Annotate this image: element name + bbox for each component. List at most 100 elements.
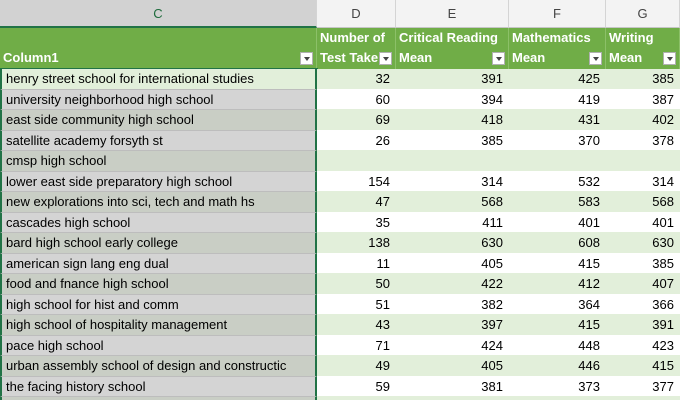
value-cell[interactable]: 411 <box>396 212 509 233</box>
school-name-cell[interactable]: cmsp high school <box>0 151 317 172</box>
value-cell[interactable]: 35 <box>317 212 396 233</box>
value-cell[interactable]: 415 <box>509 315 606 336</box>
value-cell[interactable]: 314 <box>606 171 680 192</box>
column-letter[interactable]: E <box>396 0 509 28</box>
column-header: Mathematics Mean <box>509 28 606 69</box>
school-name-cell[interactable]: urban assembly school of design and cons… <box>0 356 317 377</box>
value-cell[interactable]: 446 <box>509 356 606 377</box>
school-name-cell[interactable]: new explorations into sci, tech and math… <box>0 192 317 213</box>
value-cell[interactable]: 138 <box>317 233 396 254</box>
filter-button[interactable] <box>300 52 313 65</box>
empty-cell[interactable] <box>317 397 396 400</box>
header-text: Test Take <box>320 50 379 65</box>
value-cell[interactable]: 422 <box>396 274 509 295</box>
value-cell[interactable]: 418 <box>396 110 509 131</box>
value-cell[interactable]: 370 <box>509 130 606 151</box>
value-cell[interactable]: 568 <box>606 192 680 213</box>
value-cell[interactable]: 51 <box>317 294 396 315</box>
value-cell[interactable]: 431 <box>509 110 606 131</box>
value-cell[interactable]: 425 <box>509 69 606 90</box>
value-cell[interactable]: 385 <box>606 253 680 274</box>
empty-cell[interactable] <box>509 397 606 400</box>
value-cell[interactable]: 378 <box>606 130 680 151</box>
value-cell[interactable]: 60 <box>317 89 396 110</box>
column-header: Number of Test Take <box>317 28 396 69</box>
value-cell[interactable]: 364 <box>509 294 606 315</box>
filter-button[interactable] <box>589 52 602 65</box>
value-cell[interactable]: 423 <box>606 335 680 356</box>
value-cell[interactable]: 69 <box>317 110 396 131</box>
value-cell[interactable]: 401 <box>509 212 606 233</box>
value-cell[interactable]: 385 <box>396 130 509 151</box>
school-name-cell[interactable]: food and fnance high school <box>0 274 317 295</box>
school-name-cell[interactable]: university neighborhood high school <box>0 89 317 110</box>
filter-button[interactable] <box>663 52 676 65</box>
column-letter[interactable]: G <box>606 0 680 28</box>
value-cell[interactable]: 314 <box>396 171 509 192</box>
school-name-cell[interactable]: henry street school for international st… <box>0 68 318 91</box>
value-cell[interactable]: 373 <box>509 376 606 397</box>
school-name-cell[interactable]: the facing history school <box>0 376 317 397</box>
school-name-cell[interactable]: high school of hospitality management <box>0 315 317 336</box>
value-cell[interactable]: 71 <box>317 335 396 356</box>
value-cell[interactable] <box>396 151 509 172</box>
value-cell[interactable]: 407 <box>606 274 680 295</box>
value-cell[interactable]: 415 <box>606 356 680 377</box>
empty-cell[interactable] <box>396 397 509 400</box>
filter-button[interactable] <box>492 52 505 65</box>
value-cell[interactable]: 397 <box>396 315 509 336</box>
value-cell[interactable]: 405 <box>396 253 509 274</box>
school-name-cell[interactable]: east side community high school <box>0 110 317 131</box>
value-cell[interactable]: 387 <box>606 89 680 110</box>
value-cell[interactable]: 381 <box>396 376 509 397</box>
value-cell[interactable]: 412 <box>509 274 606 295</box>
value-cell[interactable] <box>317 151 396 172</box>
value-cell[interactable]: 26 <box>317 130 396 151</box>
school-name-cell[interactable]: american sign lang eng dual <box>0 253 317 274</box>
school-name-cell[interactable]: bard high school early college <box>0 233 317 254</box>
filter-button[interactable] <box>379 52 392 65</box>
column-letter[interactable]: F <box>509 0 606 28</box>
value-cell[interactable]: 532 <box>509 171 606 192</box>
value-cell[interactable]: 382 <box>396 294 509 315</box>
value-cell[interactable]: 391 <box>606 315 680 336</box>
value-cell[interactable]: 630 <box>606 233 680 254</box>
value-cell[interactable]: 630 <box>396 233 509 254</box>
school-name-cell[interactable]: lower east side preparatory high school <box>0 171 317 192</box>
value-cell[interactable]: 448 <box>509 335 606 356</box>
value-cell[interactable]: 583 <box>509 192 606 213</box>
column-letter[interactable]: C <box>0 0 317 28</box>
empty-cell[interactable] <box>0 397 317 400</box>
value-cell[interactable]: 608 <box>509 233 606 254</box>
school-name-cell[interactable]: satellite academy forsyth st <box>0 130 317 151</box>
value-cell[interactable] <box>606 151 680 172</box>
value-cell[interactable]: 385 <box>606 69 680 90</box>
header-text: Mean <box>399 50 433 65</box>
value-cell[interactable]: 43 <box>317 315 396 336</box>
value-cell[interactable]: 568 <box>396 192 509 213</box>
value-cell[interactable]: 402 <box>606 110 680 131</box>
value-cell[interactable]: 50 <box>317 274 396 295</box>
school-name-cell[interactable]: pace high school <box>0 335 317 356</box>
value-cell[interactable]: 366 <box>606 294 680 315</box>
value-cell[interactable]: 394 <box>396 89 509 110</box>
value-cell[interactable]: 391 <box>396 69 509 90</box>
value-cell[interactable]: 154 <box>317 171 396 192</box>
value-cell[interactable]: 405 <box>396 356 509 377</box>
value-cell[interactable]: 32 <box>317 69 396 90</box>
value-cell[interactable]: 377 <box>606 376 680 397</box>
column-letter[interactable]: D <box>317 0 396 28</box>
value-cell[interactable]: 47 <box>317 192 396 213</box>
empty-cell[interactable] <box>606 397 680 400</box>
value-cell[interactable]: 424 <box>396 335 509 356</box>
school-name-cell[interactable]: high school for hist and comm <box>0 294 317 315</box>
school-name-cell[interactable]: cascades high school <box>0 212 317 233</box>
value-cell[interactable]: 415 <box>509 253 606 274</box>
value-cell[interactable]: 401 <box>606 212 680 233</box>
value-cell[interactable] <box>509 151 606 172</box>
value-cell[interactable]: 49 <box>317 356 396 377</box>
value-cell[interactable]: 419 <box>509 89 606 110</box>
value-cell[interactable]: 11 <box>317 253 396 274</box>
value-cell[interactable]: 59 <box>317 376 396 397</box>
header-text: Number of <box>320 30 385 45</box>
